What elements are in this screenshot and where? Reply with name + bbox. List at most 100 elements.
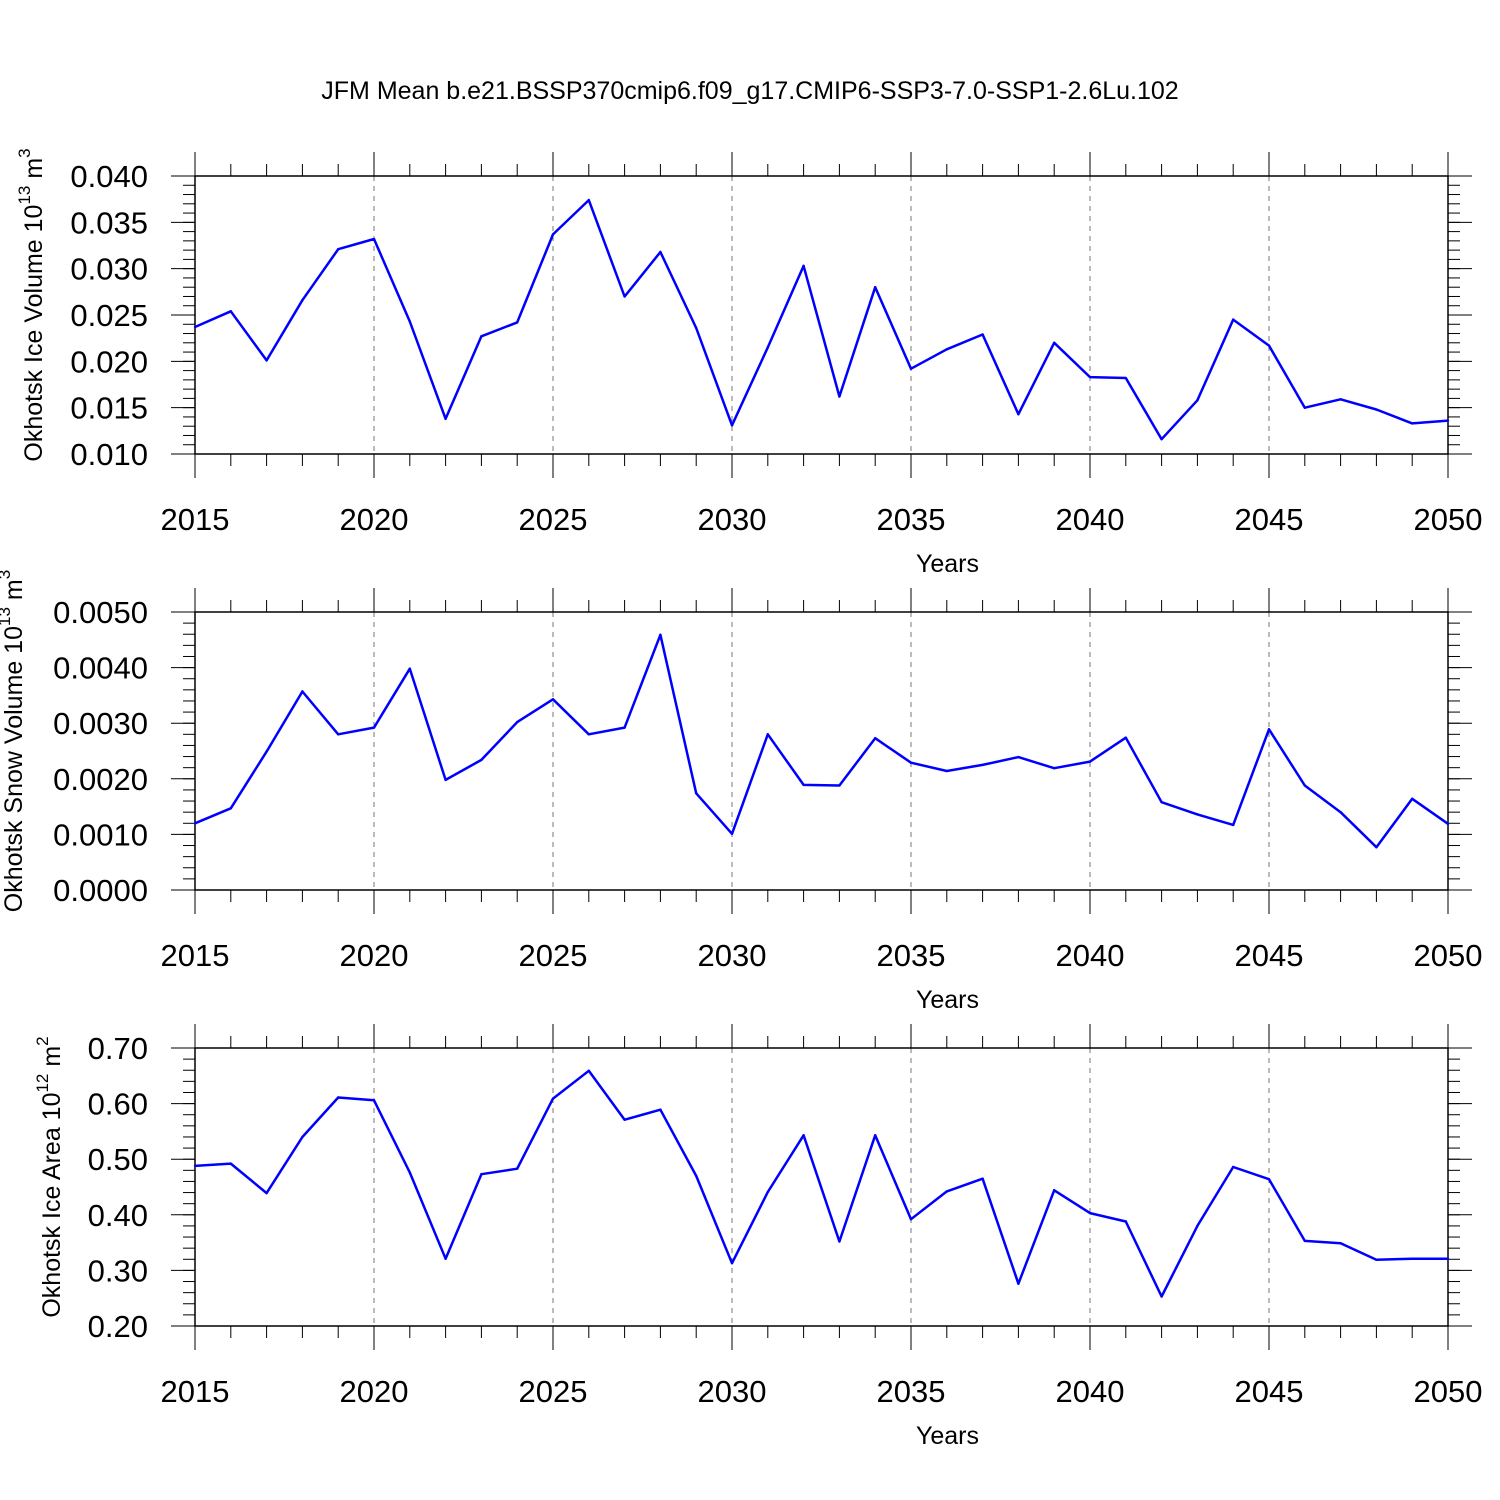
data-point <box>229 1162 232 1165</box>
data-point <box>516 720 519 724</box>
y-tick-label: 0.30 <box>88 1253 148 1288</box>
data-point <box>1375 408 1378 411</box>
data-point <box>730 424 734 427</box>
data-point <box>1375 845 1378 849</box>
y-title-unit-exponent: 2 <box>33 1036 52 1045</box>
data-point <box>265 750 268 753</box>
data-point <box>1303 1239 1307 1243</box>
x-tick-label: 2045 <box>1235 1374 1304 1409</box>
data-point <box>265 359 268 362</box>
x-tick-label: 2025 <box>519 502 588 537</box>
x-tick-label: 2050 <box>1414 1374 1483 1409</box>
data-point <box>1053 341 1056 344</box>
data-point <box>1411 797 1414 801</box>
data-point <box>1446 822 1450 826</box>
y-tick-label: 0.0040 <box>53 651 148 686</box>
x-tick-label: 2030 <box>698 938 767 973</box>
data-point <box>587 198 590 202</box>
data-point <box>480 335 483 338</box>
data-point <box>1339 398 1342 401</box>
data-point <box>838 395 841 398</box>
data-point <box>229 807 232 810</box>
data-point <box>695 326 698 330</box>
y-title-text: Okhotsk Snow Volume 10 <box>0 626 28 912</box>
y-tick-label: 0.0050 <box>53 595 148 630</box>
data-point <box>265 1191 268 1195</box>
y-title-exponent: 13 <box>15 186 34 205</box>
data-point <box>1017 755 1020 759</box>
y-tick-label: 0.60 <box>88 1087 148 1122</box>
data-point <box>909 1218 913 1221</box>
data-point <box>945 769 948 773</box>
data-point <box>1232 823 1235 827</box>
y-tick-label: 0.030 <box>70 252 148 287</box>
data-point <box>551 233 555 236</box>
y-title-unit-exponent: 3 <box>0 570 14 579</box>
chart-panels: 0.010 0.015 0.020 0.025 0.030 0.035 0.040 2015 2… <box>0 148 1482 1450</box>
data-point <box>766 346 769 349</box>
x-tick-label: 2020 <box>340 1374 409 1409</box>
y-axis-title: Okhotsk Ice Area 1012 m2 <box>33 1036 66 1317</box>
data-point <box>301 298 304 302</box>
plot-frame <box>194 175 1449 455</box>
data-point <box>1053 767 1056 770</box>
data-point <box>444 778 447 782</box>
y-axis-title: Okhotsk Ice Volume 1013 m3 <box>15 148 48 461</box>
data-point <box>516 321 519 324</box>
data-point <box>193 1164 197 1168</box>
x-tick-label: 2035 <box>877 502 946 537</box>
panel-3: 0.20 0.30 0.40 0.50 0.60 0.70 2015 2020 2025 2030… <box>33 1024 1482 1450</box>
data-point <box>1017 412 1020 416</box>
data-point <box>695 792 698 795</box>
y-tick-label: 0.0000 <box>53 873 148 908</box>
data-point <box>372 237 376 241</box>
x-tick-label: 2050 <box>1414 502 1483 537</box>
data-point <box>1232 318 1235 321</box>
y-tick-label: 0.0010 <box>53 817 148 852</box>
y-tick-label: 0.040 <box>70 159 148 194</box>
data-point <box>659 633 662 636</box>
y-tick-label: 0.015 <box>70 391 148 426</box>
x-tick-label: 2040 <box>1056 938 1125 973</box>
data-point <box>1196 813 1199 816</box>
data-point <box>659 1108 662 1111</box>
data-point <box>337 733 340 736</box>
y-axis-title: Okhotsk Snow Volume 1013 m3 <box>0 570 28 912</box>
data-point <box>551 1097 555 1100</box>
data-point <box>945 348 948 351</box>
data-point <box>1124 376 1128 380</box>
x-tick-label: 2015 <box>161 1374 230 1409</box>
data-point <box>623 295 626 298</box>
x-tick-label: 2035 <box>877 1374 946 1409</box>
data-point <box>301 1135 304 1139</box>
data-point <box>766 1190 769 1194</box>
data-point <box>623 726 626 729</box>
x-tick-label: 2030 <box>698 502 767 537</box>
plot-frame <box>194 1047 1449 1327</box>
data-point <box>1375 1258 1378 1262</box>
x-axis-title: Years <box>916 550 979 578</box>
y-tick-label: 0.0030 <box>53 706 148 741</box>
y-tick-label: 0.70 <box>88 1031 148 1066</box>
x-axis-title: Years <box>916 986 979 1014</box>
x-tick-label: 2025 <box>519 1374 588 1409</box>
x-tick-label: 2030 <box>698 1374 767 1409</box>
y-tick-label: 0.40 <box>88 1198 148 1233</box>
series-line <box>194 633 1449 849</box>
series-line <box>194 1069 1448 1298</box>
data-point <box>480 1173 483 1176</box>
data-point <box>1088 375 1092 379</box>
data-point <box>1339 810 1342 814</box>
data-point <box>659 250 662 254</box>
data-point <box>802 783 805 787</box>
data-point <box>408 1171 411 1174</box>
data-point <box>1411 422 1414 425</box>
x-axis-title: Years <box>916 1422 979 1450</box>
data-point <box>981 333 984 336</box>
data-point <box>193 822 197 825</box>
data-point <box>1446 1257 1450 1260</box>
data-point <box>372 1099 376 1102</box>
data-point <box>372 726 376 729</box>
data-point <box>1411 1257 1414 1260</box>
data-point <box>802 264 805 268</box>
